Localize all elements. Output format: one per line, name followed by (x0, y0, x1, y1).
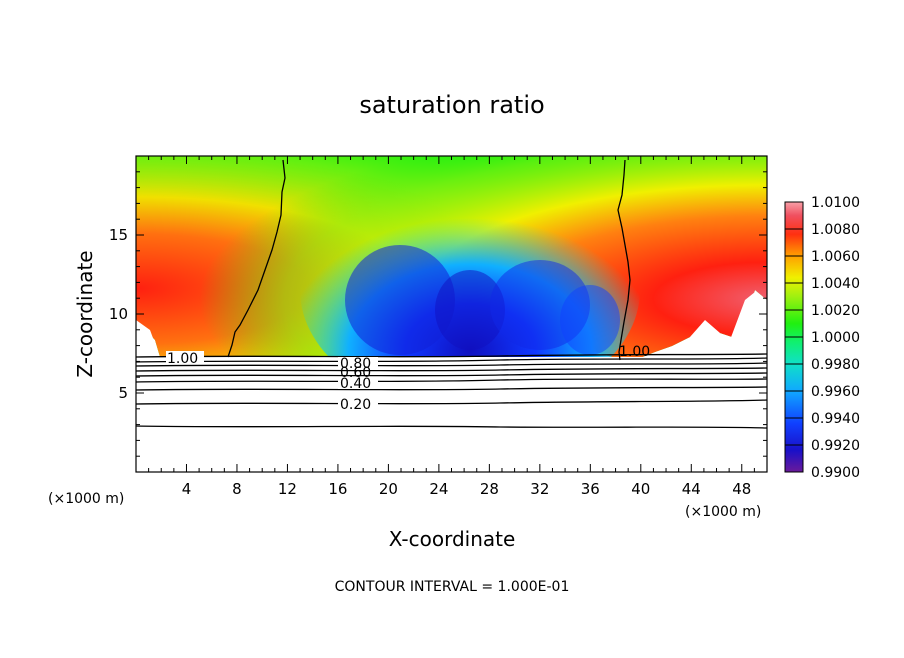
x-tick-label: 16 (328, 480, 347, 498)
contour-label: 0.20 (340, 397, 371, 413)
x-tick-label: 12 (278, 480, 297, 498)
colorbar-label: 1.0060 (811, 249, 860, 265)
contour-labels: 1.00 1.00 0.80 0.60 0.40 0.20 (166, 344, 650, 413)
colorbar-label: 1.0000 (811, 330, 860, 346)
x-tick-label: 28 (480, 480, 499, 498)
x-unit-right: (×1000 m) (685, 504, 761, 520)
contour-1.00-right (617, 159, 631, 361)
z-axis-label: Z-coordinate (73, 250, 97, 377)
colorbar-label: 1.0020 (811, 303, 860, 319)
colorbar-ticks: 1.0100 1.0080 1.0060 1.0040 1.0020 1.0000 0.99… (785, 195, 860, 481)
colorbar: 1.0100 1.0080 1.0060 1.0040 1.0020 1.0000 0.99… (784, 195, 860, 481)
x-tick-label: 20 (379, 480, 398, 498)
contour-1.00-left (227, 159, 286, 358)
contour-label: 0.80 (340, 356, 371, 372)
x-ticks: 4 8 12 16 20 24 28 32 36 40 44 48 (148, 156, 755, 498)
x-tick-label: 48 (732, 480, 751, 498)
x-unit-left: (×1000 m) (48, 491, 124, 507)
x-axis-label: X-coordinate (389, 527, 516, 551)
x-tick-label: 36 (581, 480, 600, 498)
colorbar-label: 0.9920 (811, 438, 860, 454)
x-tick-label: 4 (182, 480, 192, 498)
colorbar-label: 0.9940 (811, 411, 860, 427)
contour-label: 1.00 (619, 344, 650, 360)
z-tick-label: 10 (109, 305, 128, 323)
x-tick-label: 40 (631, 480, 650, 498)
x-tick-label: 8 (232, 480, 242, 498)
saturation-field (136, 156, 767, 472)
x-tick-label: 32 (530, 480, 549, 498)
colorbar-label: 0.9980 (811, 357, 860, 373)
contour-label: 1.00 (167, 351, 198, 367)
colorbar-label: 1.0080 (811, 222, 860, 238)
contour-lines (135, 159, 768, 429)
contour-interval-note: CONTOUR INTERVAL = 1.000E-01 (335, 579, 570, 595)
z-ticks: 5 10 15 (109, 171, 767, 457)
x-tick-label: 24 (429, 480, 448, 498)
colorbar-label: 1.0100 (811, 195, 860, 211)
subcloud-contours (135, 353, 768, 429)
colorbar-label: 1.0040 (811, 276, 860, 292)
z-tick-label: 5 (118, 384, 128, 402)
x-tick-label: 44 (682, 480, 701, 498)
chart-title: saturation ratio (359, 91, 544, 119)
colorbar-label: 0.9960 (811, 384, 860, 400)
contour-label: 0.40 (340, 376, 371, 392)
colorbar-label: 0.9900 (811, 465, 860, 481)
z-tick-label: 15 (109, 226, 128, 244)
